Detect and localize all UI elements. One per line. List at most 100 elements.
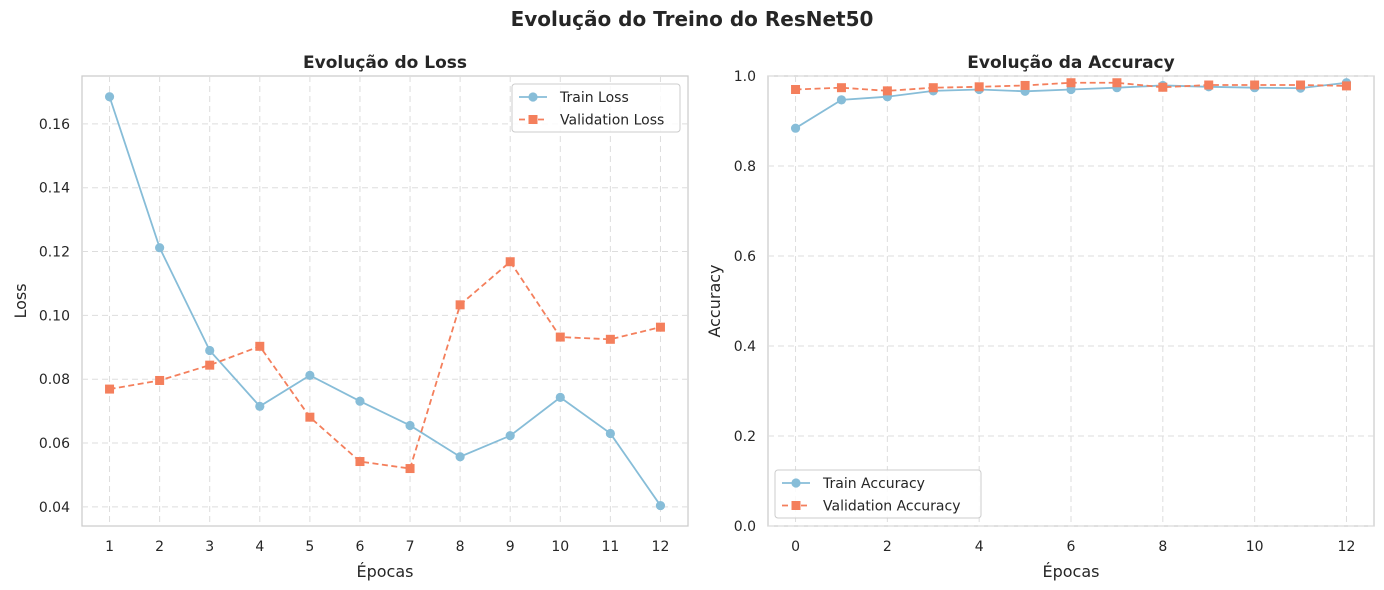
x-tick-label: 10 bbox=[551, 539, 569, 555]
y-axis-label: Accuracy bbox=[705, 264, 724, 337]
y-tick-label: 0.16 bbox=[39, 117, 70, 133]
data-point bbox=[104, 92, 115, 102]
legend-label: Train Loss bbox=[559, 90, 629, 106]
data-point bbox=[205, 345, 215, 356]
y-tick-label: 1.0 bbox=[734, 69, 756, 85]
loss-chart: 1 2 3 4 5 6 7 8 9 10 11 120.040.060.080.100.120.140… bbox=[11, 53, 689, 581]
series-train-loss bbox=[104, 92, 666, 511]
series-validation-loss bbox=[105, 257, 665, 474]
data-point bbox=[1066, 78, 1076, 88]
data-point bbox=[505, 431, 515, 441]
chart-title: Evolução do Loss bbox=[303, 53, 467, 73]
y-tick-label: 0.6 bbox=[734, 249, 756, 265]
data-point bbox=[305, 370, 315, 380]
x-tick-label: 2 bbox=[883, 539, 892, 555]
y-tick-label: 0.06 bbox=[39, 436, 70, 452]
data-point bbox=[1250, 80, 1260, 90]
legend-marker bbox=[528, 115, 538, 124]
y-tick-label: 0.04 bbox=[39, 500, 70, 516]
data-point bbox=[205, 360, 215, 370]
data-point bbox=[605, 428, 615, 439]
data-point bbox=[355, 457, 365, 467]
series-line bbox=[109, 260, 661, 470]
x-tick-label: 0 bbox=[791, 539, 800, 555]
y-tick-label: 0.4 bbox=[734, 339, 756, 355]
legend-marker bbox=[528, 92, 538, 102]
x-tick-label: 12 bbox=[652, 539, 670, 555]
data-point bbox=[1158, 82, 1168, 92]
legend-marker bbox=[791, 501, 801, 510]
data-point bbox=[355, 396, 365, 406]
data-point bbox=[655, 322, 665, 332]
y-tick-label: 0.10 bbox=[39, 308, 70, 324]
series-validation-accuracy bbox=[791, 78, 1351, 96]
data-point bbox=[1112, 78, 1122, 88]
data-point bbox=[836, 95, 847, 105]
x-tick-label: 5 bbox=[305, 539, 314, 555]
legend: Train Loss Validation Loss bbox=[511, 83, 681, 133]
x-tick-label: 2 bbox=[155, 539, 164, 555]
data-point bbox=[1296, 80, 1306, 90]
legend: Train Accuracy Validation Accuracy bbox=[774, 469, 982, 519]
y-tick-label: 0.12 bbox=[39, 245, 70, 261]
y-tick-label: 0.0 bbox=[734, 519, 756, 535]
data-point bbox=[455, 452, 465, 462]
plot-area bbox=[81, 75, 689, 527]
data-point bbox=[1020, 80, 1030, 90]
x-tick-label: 8 bbox=[456, 539, 465, 555]
data-point bbox=[555, 332, 565, 342]
data-point bbox=[928, 83, 938, 93]
x-tick-label: 10 bbox=[1246, 539, 1264, 555]
accuracy-chart: 0 2 4 6 8 10 12 0.0 0.2 0.4 0.6 0.8 1.0 Evolução da A… bbox=[705, 53, 1375, 581]
data-point bbox=[605, 334, 615, 344]
x-tick-label: 4 bbox=[975, 539, 984, 555]
x-tick-label: 8 bbox=[1158, 539, 1167, 555]
data-point bbox=[791, 85, 801, 94]
data-point bbox=[882, 86, 892, 96]
x-tick-label: 11 bbox=[601, 539, 619, 555]
chart-title: Evolução da Accuracy bbox=[967, 53, 1174, 73]
legend-marker bbox=[791, 478, 801, 488]
legend-box bbox=[511, 83, 681, 133]
legend-item: Validation Accuracy bbox=[782, 499, 961, 515]
data-point bbox=[790, 123, 801, 133]
data-point bbox=[974, 82, 984, 92]
x-tick-label: 7 bbox=[406, 539, 415, 555]
data-point bbox=[1341, 81, 1351, 91]
x-axis-label: Épocas bbox=[357, 562, 414, 581]
legend-label: Train Accuracy bbox=[822, 476, 925, 492]
x-tick-label: 4 bbox=[255, 539, 264, 555]
data-point bbox=[405, 464, 415, 474]
legend-item: Validation Loss bbox=[519, 113, 664, 129]
legend-label: Validation Loss bbox=[560, 113, 664, 129]
x-tick-label: 3 bbox=[205, 539, 214, 555]
data-point bbox=[836, 83, 846, 93]
y-axis-label: Loss bbox=[11, 283, 30, 318]
x-tick-label: 12 bbox=[1338, 539, 1356, 555]
x-tick-label: 9 bbox=[506, 539, 515, 555]
data-point bbox=[505, 257, 515, 267]
data-point bbox=[105, 384, 115, 394]
series-line bbox=[108, 96, 662, 507]
y-tick-label: 0.08 bbox=[39, 372, 70, 388]
legend-item: Train Loss bbox=[519, 90, 629, 106]
x-axis-label: Épocas bbox=[1043, 562, 1100, 581]
y-tick-label: 0.14 bbox=[39, 181, 70, 197]
data-point bbox=[255, 401, 265, 411]
legend-label: Validation Accuracy bbox=[823, 499, 961, 515]
y-tick-label: 0.2 bbox=[734, 429, 756, 445]
data-point bbox=[305, 412, 315, 422]
data-point bbox=[405, 420, 415, 431]
x-tick-label: 6 bbox=[1067, 539, 1076, 555]
data-point bbox=[255, 341, 265, 351]
data-point bbox=[655, 500, 666, 511]
y-tick-label: 0.8 bbox=[734, 159, 756, 175]
legend-box bbox=[774, 469, 982, 519]
legend-item: Train Accuracy bbox=[782, 476, 925, 492]
x-tick-label: 1 bbox=[105, 539, 114, 555]
data-point bbox=[155, 243, 165, 253]
data-point bbox=[1204, 80, 1214, 90]
x-tick-label: 6 bbox=[355, 539, 364, 555]
data-point bbox=[155, 375, 165, 385]
